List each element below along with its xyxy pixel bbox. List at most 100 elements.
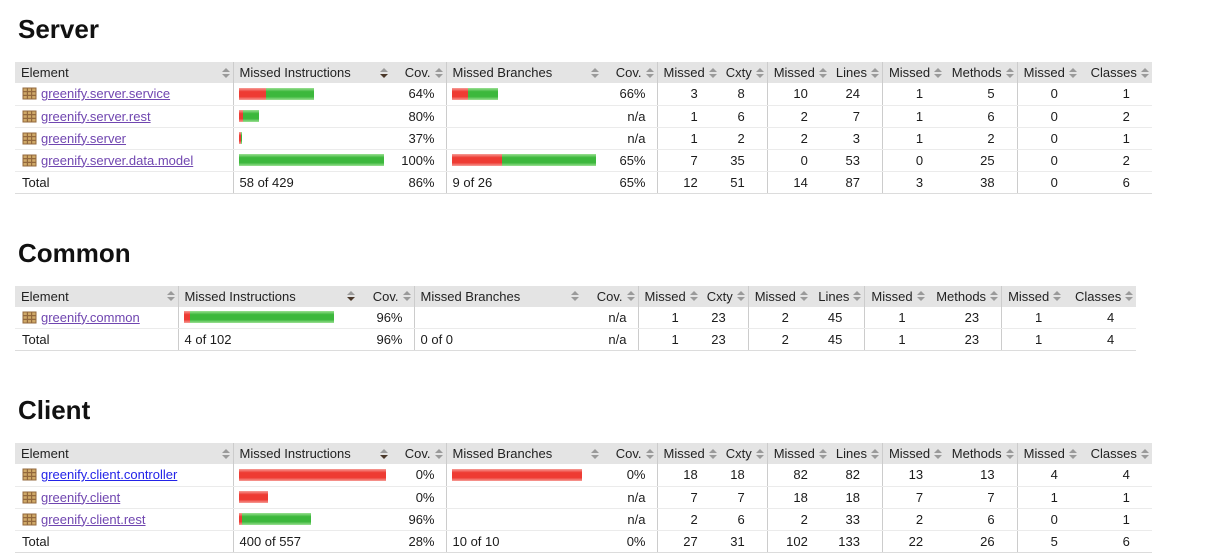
col-header-missed-methods[interactable]: Missed [881,62,946,83]
col-header-missed-cxty[interactable]: Missed [656,62,720,83]
instruction-coverage-value: 96% [391,508,446,531]
col-header-missed-instructions[interactable]: Missed Instructions [232,62,391,83]
cxty-value: 6 [719,508,768,531]
col-header-methods[interactable]: Methods [945,62,1018,83]
missed-classes-value: 0 [1016,83,1080,106]
sort-desc-icon [347,291,355,301]
lines-value: 82 [829,464,883,487]
col-header-instruction-cov[interactable]: Cov. [391,443,446,464]
col-header-missed-cxty[interactable]: Missed [637,285,701,307]
missed-branches-bar-cell [445,83,602,106]
sort-icon [736,291,745,301]
col-header-lines[interactable]: Lines [829,62,883,83]
col-header-missed-branches[interactable]: Missed Branches [413,285,582,307]
sort-icon [818,67,827,78]
col-header-element[interactable]: Element [15,285,178,307]
missed-classes-value: 0 [1016,149,1080,172]
col-header-cxty[interactable]: Cxty [719,443,768,464]
col-header-classes[interactable]: Classes [1064,285,1137,307]
col-header-missed-lines[interactable]: Missed [766,62,830,83]
package-link[interactable]: greenify.client.controller [41,467,178,483]
missed-instructions-bar-cell [177,306,358,329]
col-header-branch-cov[interactable]: Cov. [602,443,657,464]
col-header-lines[interactable]: Lines [810,285,865,307]
col-header-element[interactable]: Element [15,62,233,83]
col-header-methods[interactable]: Methods [945,443,1018,464]
total-lines: 87 [829,171,883,194]
col-header-element[interactable]: Element [15,443,233,464]
instruction-coverage-value: 96% [358,306,414,329]
lines-value: 24 [829,83,883,106]
col-header-missed-methods[interactable]: Missed [881,443,946,464]
package-link[interactable]: greenify.server.service [41,86,171,102]
total-missed-instructions: 400 of 557 [232,530,391,553]
col-header-missed-classes[interactable]: Missed [1016,62,1080,83]
package-link[interactable]: greenify.server.rest [41,108,151,124]
cxty-value: 6 [719,105,768,128]
col-header-classes[interactable]: Classes [1079,443,1152,464]
missed-cxty-value: 2 [656,508,720,531]
sort-icon [799,291,808,301]
sort-icon [818,448,827,459]
branch-coverage-value: n/a [582,306,638,329]
sort-icon [1140,67,1149,78]
package-link[interactable]: greenify.common [41,309,140,325]
package-link[interactable]: greenify.client [41,489,121,505]
total-instruction-cov: 28% [391,530,446,553]
package-icon [22,468,37,481]
classes-value: 4 [1079,464,1152,487]
branch-coverage-value: 66% [602,83,657,106]
total-missed-methods: 3 [881,171,946,194]
total-methods: 26 [945,530,1018,553]
col-header-cxty[interactable]: Cxty [700,285,749,307]
missed-classes-value: 1 [1001,306,1065,329]
element-cell: greenify.client [15,486,233,509]
col-header-missed-lines[interactable]: Missed [766,443,830,464]
col-header-missed-methods[interactable]: Missed [864,285,928,307]
element-cell: greenify.common [15,306,178,329]
col-header-lines[interactable]: Lines [829,443,883,464]
package-link[interactable]: greenify.client.rest [41,511,146,527]
methods-value: 6 [945,105,1018,128]
package-link[interactable]: greenify.server.data.model [41,152,194,168]
methods-value: 5 [945,83,1018,106]
package-link[interactable]: greenify.server [41,130,127,146]
col-header-branch-cov[interactable]: Cov. [602,62,657,83]
col-header-instruction-cov[interactable]: Cov. [391,62,446,83]
bar-green-segment [189,311,334,324]
package-icon [22,311,37,324]
table-row: greenify.server 37% n/a 1 2 2 3 1 2 0 1 [15,127,1152,150]
col-header-missed-classes[interactable]: Missed [1001,285,1065,307]
section-title-client: Client [18,395,91,425]
bar-red-segment [238,468,386,481]
col-header-missed-instructions[interactable]: Missed Instructions [177,285,358,307]
missed-methods-value: 0 [881,149,946,172]
col-header-missed-branches[interactable]: Missed Branches [445,443,602,464]
missed-lines-value: 82 [766,464,830,487]
col-header-methods[interactable]: Methods [927,285,1002,307]
section-client: Client Element Missed Instructions Cov. … [15,395,1212,553]
branches-coverage-bar [451,154,603,166]
col-header-instruction-cov[interactable]: Cov. [358,285,414,307]
col-header-missed-classes[interactable]: Missed [1016,443,1080,464]
missed-instructions-bar-cell [232,486,391,509]
col-header-missed-lines[interactable]: Missed [747,285,811,307]
section-common: Common Element Missed Instructions Cov. … [15,238,1212,351]
missed-branches-bar-cell [445,508,602,531]
bar-green-segment [265,87,314,100]
package-icon [22,132,37,145]
instruction-coverage-value: 0% [391,486,446,509]
classes-value: 2 [1079,149,1152,172]
col-header-branch-cov[interactable]: Cov. [582,285,638,307]
col-header-classes[interactable]: Classes [1079,62,1152,83]
element-cell: greenify.client.rest [15,508,233,531]
col-header-missed-instructions[interactable]: Missed Instructions [232,443,391,464]
instructions-coverage-bar [238,87,392,100]
sort-icon [645,448,654,459]
lines-value: 18 [829,486,883,509]
total-missed-cxty: 1 [637,328,701,351]
col-header-missed-branches[interactable]: Missed Branches [445,62,602,83]
col-header-cxty[interactable]: Cxty [719,62,768,83]
table-row: greenify.client 0% n/a 7 7 18 18 7 7 1 1 [15,486,1152,509]
col-header-missed-cxty[interactable]: Missed [656,443,720,464]
